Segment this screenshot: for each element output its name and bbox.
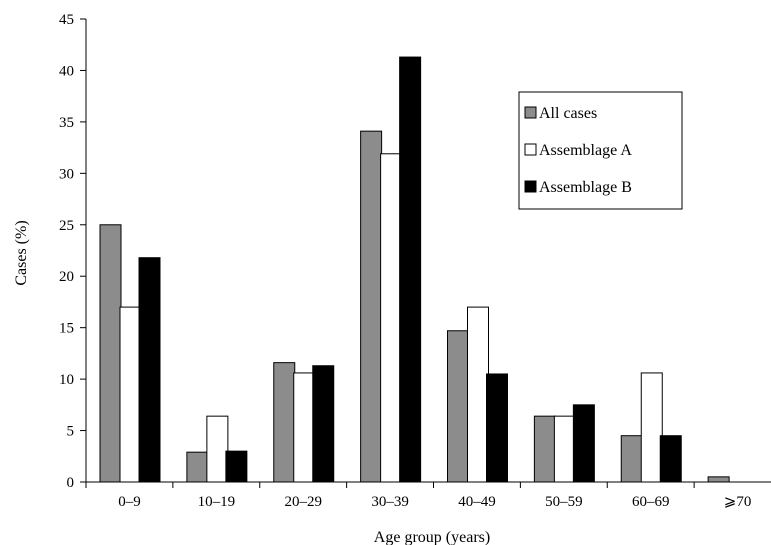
y-tick-label: 20: [59, 269, 74, 285]
y-tick-label: 40: [59, 63, 74, 79]
bar-assemblage-b-4: [486, 373, 508, 483]
bar-all-cases-5: [533, 415, 556, 483]
y-tick-label: 10: [59, 372, 74, 388]
legend-label: All cases: [539, 105, 597, 122]
bar-all-cases-3: [360, 130, 383, 483]
bar-assemblage-a-3: [380, 153, 403, 483]
bar-assemblage-b-6: [659, 435, 682, 483]
legend-label: Assemblage A: [539, 142, 632, 159]
bar-assemblage-b-2: [312, 365, 335, 483]
bar-assemblage-b-1: [225, 450, 248, 483]
bar-assemblage-b-3: [399, 56, 422, 483]
y-tick-label: 45: [59, 12, 74, 28]
bar-assemblage-a-6: [640, 372, 663, 483]
legend-box: [518, 91, 683, 210]
bar-all-cases-7: [707, 476, 730, 483]
legend: All cases Assemblage A Assemblage B: [518, 91, 683, 210]
bar-assemblage-a-1: [206, 415, 229, 483]
bar-all-cases-4: [447, 330, 469, 483]
x-tick-label: 40–49: [458, 494, 496, 510]
bar-assemblage-b-0: [138, 257, 161, 483]
bar-assemblage-a-4: [467, 306, 489, 483]
bar-all-cases-1: [186, 451, 209, 483]
x-tick-label: 20–29: [284, 494, 322, 510]
y-tick-label: 25: [59, 218, 74, 234]
y-tick-label: 5: [67, 424, 75, 440]
legend-label: Assemblage B: [539, 179, 632, 196]
x-tick-label: 60–69: [632, 494, 670, 510]
y-tick-label: 35: [59, 115, 74, 131]
bar-all-cases-2: [273, 362, 296, 483]
y-tick-label: 0: [67, 475, 75, 491]
y-axis-title: Cases (%): [13, 220, 30, 285]
legend-swatch: [524, 143, 537, 156]
legend-swatch: [524, 180, 537, 193]
x-axis-title: Age group (years): [374, 529, 490, 545]
bar-all-cases-0: [99, 224, 122, 483]
legend-swatch: [524, 106, 537, 119]
bar-all-cases-6: [620, 435, 643, 483]
bar-assemblage-a-2: [293, 372, 316, 483]
x-tick-label: 10–19: [198, 494, 236, 510]
x-tick-label: 50–59: [545, 494, 583, 510]
y-tick-label: 15: [59, 321, 74, 337]
x-tick-label: 30–39: [371, 494, 409, 510]
bar-assemblage-b-5: [572, 404, 595, 483]
bar-assemblage-a-5: [553, 415, 576, 483]
bar-assemblage-a-0: [119, 306, 142, 483]
y-tick-label: 30: [59, 166, 74, 182]
axes-layer: 0 5 10 15 20 25 30 35 40 45 0–9 10–19 20–29 30–39 40–4…: [59, 12, 771, 510]
x-tick-label: ⩾70: [724, 494, 752, 510]
bars-layer: [99, 56, 730, 483]
x-tick-label: 0–9: [118, 494, 141, 510]
